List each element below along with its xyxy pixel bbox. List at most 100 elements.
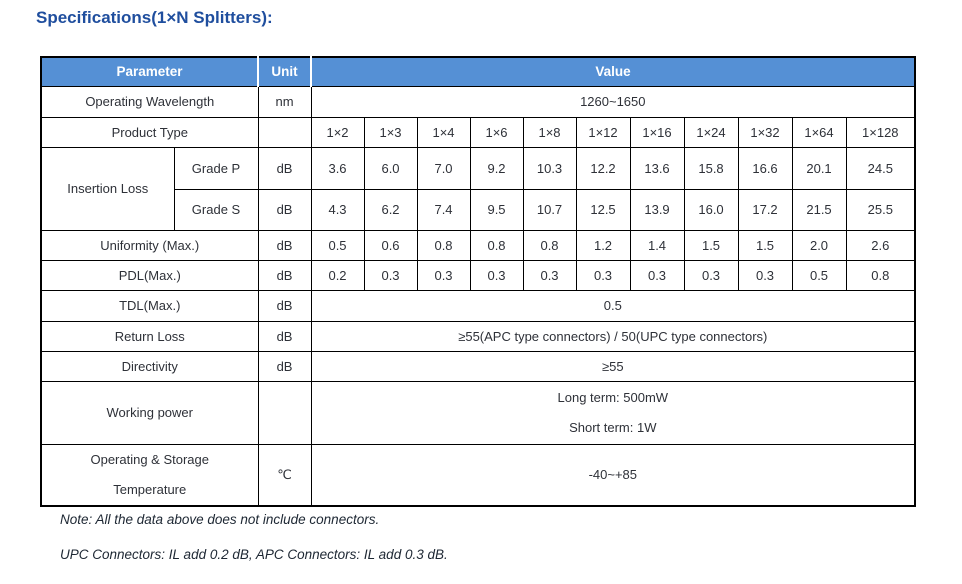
product-type-cell: 1×6 <box>469 116 524 148</box>
pdl-cell: 0.3 <box>416 259 471 291</box>
page-title: Specifications(1×N Splitters): <box>36 8 273 27</box>
header-value: Value <box>310 56 917 87</box>
uniformity-cell: 0.8 <box>522 229 577 261</box>
param-insertion-loss: Insertion Loss <box>40 146 175 231</box>
grade-s-cell: 4.3 <box>310 188 365 231</box>
grade-s-cell: 25.5 <box>845 188 916 231</box>
unit-return-loss: dB <box>257 320 312 352</box>
product-type-cell: 1×24 <box>683 116 739 148</box>
unit-directivity: dB <box>257 350 312 382</box>
row-insertion-loss-grade-s: Grade S dB 4.3 6.2 7.4 9.5 10.7 12.5 13.… <box>41 188 916 231</box>
pdl-cell: 0.3 <box>469 259 524 291</box>
working-power-short-term: Short term: 1W <box>569 420 657 435</box>
param-directivity: Directivity <box>40 350 259 382</box>
unit-operating-wavelength: nm <box>257 85 312 118</box>
note-il-add: UPC Connectors: IL add 0.2 dB, APC Conne… <box>60 547 448 562</box>
uniformity-cell: 0.8 <box>416 229 471 261</box>
row-temperature: Operating & Storage Temperature ℃ -40~+8… <box>40 443 916 506</box>
uniformity-cell: 0.8 <box>469 229 524 261</box>
row-working-power: Working power Long term: 500mW Short ter… <box>40 380 916 445</box>
unit-product-type-empty <box>257 116 312 148</box>
header-row: Parameter Unit Value <box>39 56 917 87</box>
uniformity-cell: 1.4 <box>629 229 685 261</box>
grade-s-cell: 7.4 <box>416 188 471 231</box>
product-type-cell: 1×4 <box>416 116 471 148</box>
row-tdl: TDL(Max.) dB 0.5 <box>40 289 916 322</box>
uniformity-cell: 2.6 <box>845 229 916 261</box>
unit-uniformity: dB <box>257 229 312 261</box>
unit-grade-s: dB <box>257 188 312 231</box>
grade-s-cell: 17.2 <box>737 188 793 231</box>
param-grade-p: Grade P <box>173 146 259 190</box>
unit-grade-p: dB <box>257 146 312 190</box>
row-directivity: Directivity dB ≥55 <box>40 350 916 382</box>
working-power-long-term: Long term: 500mW <box>557 390 669 405</box>
value-working-power: Long term: 500mW Short term: 1W <box>310 380 916 445</box>
product-type-cell: 1×16 <box>629 116 685 148</box>
grade-p-cell: 16.6 <box>737 146 793 190</box>
param-return-loss: Return Loss <box>40 320 259 352</box>
product-type-cell: 1×12 <box>575 116 631 148</box>
uniformity-cell: 1.5 <box>737 229 793 261</box>
grade-s-cell: 12.5 <box>575 188 631 231</box>
param-grade-s: Grade S <box>173 188 259 231</box>
value-directivity: ≥55 <box>310 350 916 382</box>
value-tdl: 0.5 <box>310 289 916 322</box>
grade-p-cell: 13.6 <box>629 146 685 190</box>
pdl-cell: 0.3 <box>575 259 631 291</box>
pdl-cell: 0.3 <box>683 259 739 291</box>
note-connectors: Note: All the data above does not includ… <box>60 512 380 527</box>
uniformity-cell: 1.2 <box>575 229 631 261</box>
grade-p-cell: 24.5 <box>845 146 916 190</box>
pdl-cell: 0.3 <box>737 259 793 291</box>
pdl-cell: 0.3 <box>522 259 577 291</box>
grade-p-cell: 20.1 <box>791 146 847 190</box>
unit-tdl: dB <box>257 289 312 322</box>
grade-s-cell: 10.7 <box>522 188 577 231</box>
grade-p-cell: 7.0 <box>416 146 471 190</box>
value-temperature: -40~+85 <box>310 443 916 506</box>
product-type-cell: 1×128 <box>845 116 916 148</box>
grade-p-cell: 15.8 <box>683 146 739 190</box>
row-uniformity: Uniformity (Max.) dB 0.5 0.6 0.8 0.8 0.8… <box>40 229 916 261</box>
row-product-type: Product Type 1×2 1×3 1×4 1×6 1×8 1×12 1×… <box>40 116 916 148</box>
pdl-cell: 0.3 <box>363 259 418 291</box>
header-unit: Unit <box>257 56 313 87</box>
row-operating-wavelength: Operating Wavelength nm 1260~1650 <box>40 85 916 118</box>
row-pdl: PDL(Max.) dB 0.2 0.3 0.3 0.3 0.3 0.3 0.3… <box>40 259 916 291</box>
grade-p-cell: 3.6 <box>310 146 365 190</box>
pdl-cell: 0.3 <box>629 259 685 291</box>
pdl-cell: 0.5 <box>791 259 847 291</box>
grade-p-cell: 6.0 <box>363 146 418 190</box>
grade-p-cell: 12.2 <box>575 146 631 190</box>
param-working-power: Working power <box>40 380 259 445</box>
spec-table: Parameter Unit Value Operating Wavelengt… <box>39 56 917 507</box>
pdl-cell: 0.2 <box>310 259 365 291</box>
unit-pdl: dB <box>257 259 312 291</box>
param-tdl: TDL(Max.) <box>40 289 259 322</box>
value-return-loss: ≥55(APC type connectors) / 50(UPC type c… <box>310 320 916 352</box>
grade-p-cell: 9.2 <box>469 146 524 190</box>
param-product-type: Product Type <box>40 116 259 148</box>
uniformity-cell: 2.0 <box>791 229 847 261</box>
temperature-label: Operating & Storage Temperature <box>90 451 210 497</box>
grade-s-cell: 21.5 <box>791 188 847 231</box>
product-type-cell: 1×3 <box>363 116 418 148</box>
grade-s-cell: 16.0 <box>683 188 739 231</box>
product-type-cell: 1×32 <box>737 116 793 148</box>
product-type-cell: 1×2 <box>310 116 365 148</box>
grade-s-cell: 9.5 <box>469 188 524 231</box>
unit-working-power-empty <box>257 380 312 445</box>
param-pdl: PDL(Max.) <box>40 259 259 291</box>
product-type-cell: 1×64 <box>791 116 847 148</box>
param-temperature: Operating & Storage Temperature <box>40 443 259 506</box>
pdl-cell: 0.8 <box>845 259 916 291</box>
param-operating-wavelength: Operating Wavelength <box>40 85 259 118</box>
row-insertion-loss-grade-p: Insertion Loss Grade P dB 3.6 6.0 7.0 9.… <box>40 146 916 231</box>
grade-s-cell: 13.9 <box>629 188 685 231</box>
uniformity-cell: 1.5 <box>683 229 739 261</box>
uniformity-cell: 0.5 <box>310 229 365 261</box>
header-parameter: Parameter <box>39 56 260 87</box>
value-operating-wavelength: 1260~1650 <box>310 85 916 118</box>
